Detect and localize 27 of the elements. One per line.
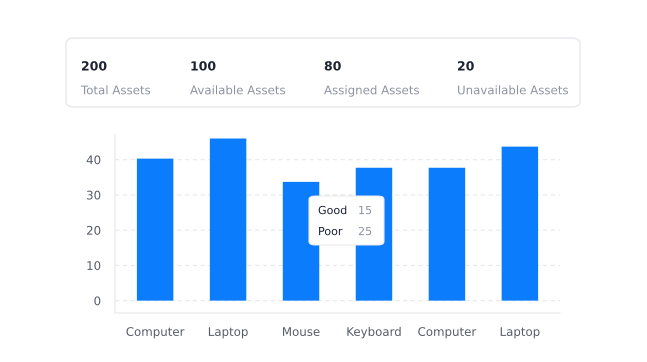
- x-tick-label: Computer: [418, 327, 476, 338]
- y-tick-label: 10: [87, 261, 100, 270]
- annotation: Poor: [319, 226, 342, 236]
- bar: [136, 158, 174, 301]
- text: Available Assets: [190, 85, 286, 94]
- x-tick-label: Laptop: [500, 327, 540, 338]
- annotation: Good: [318, 206, 346, 214]
- text: Unavailable Assets: [458, 85, 568, 94]
- annotation: 25: [358, 226, 372, 236]
- y-tick-label: 0: [94, 296, 100, 306]
- x-tick-label: Computer: [126, 327, 184, 338]
- bar: [210, 138, 246, 301]
- y-tick-label: 30: [86, 190, 100, 200]
- x-tick-label: Laptop: [208, 327, 248, 338]
- y-tick-label: 20: [86, 226, 100, 235]
- x-tick-label: Mouse: [283, 327, 320, 336]
- text: 20: [458, 61, 474, 71]
- bar: [502, 146, 538, 301]
- text: 80: [324, 61, 341, 71]
- x-tick-label: Keyboard: [347, 326, 401, 338]
- y-tick-label: 40: [86, 155, 100, 164]
- text: Total Assets: [80, 85, 150, 94]
- text: 200: [82, 61, 106, 71]
- text: 100: [191, 61, 216, 71]
- annotation: 15: [359, 206, 372, 214]
- text: Assigned Assets: [324, 85, 419, 97]
- bar: [428, 168, 466, 301]
